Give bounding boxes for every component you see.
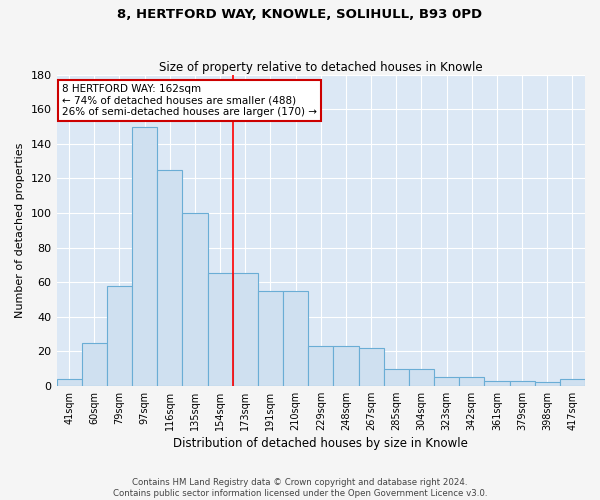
Bar: [283, 290, 308, 386]
Bar: [484, 380, 509, 386]
Bar: [560, 379, 585, 386]
Bar: [509, 380, 535, 386]
Bar: [107, 286, 132, 386]
Bar: [409, 368, 434, 386]
Bar: [459, 377, 484, 386]
Bar: [82, 342, 107, 386]
Y-axis label: Number of detached properties: Number of detached properties: [15, 142, 25, 318]
Text: 8, HERTFORD WAY, KNOWLE, SOLIHULL, B93 0PD: 8, HERTFORD WAY, KNOWLE, SOLIHULL, B93 0…: [118, 8, 482, 20]
Bar: [233, 274, 258, 386]
Bar: [535, 382, 560, 386]
Text: 8 HERTFORD WAY: 162sqm
← 74% of detached houses are smaller (488)
26% of semi-de: 8 HERTFORD WAY: 162sqm ← 74% of detached…: [62, 84, 317, 117]
Bar: [157, 170, 182, 386]
Bar: [208, 274, 233, 386]
Title: Size of property relative to detached houses in Knowle: Size of property relative to detached ho…: [159, 60, 482, 74]
Bar: [56, 379, 82, 386]
Bar: [132, 126, 157, 386]
Bar: [359, 348, 383, 386]
Bar: [182, 213, 208, 386]
Bar: [308, 346, 334, 386]
Text: Contains HM Land Registry data © Crown copyright and database right 2024.
Contai: Contains HM Land Registry data © Crown c…: [113, 478, 487, 498]
Bar: [258, 290, 283, 386]
Bar: [334, 346, 359, 386]
Bar: [434, 377, 459, 386]
Bar: [383, 368, 409, 386]
X-axis label: Distribution of detached houses by size in Knowle: Distribution of detached houses by size …: [173, 437, 468, 450]
